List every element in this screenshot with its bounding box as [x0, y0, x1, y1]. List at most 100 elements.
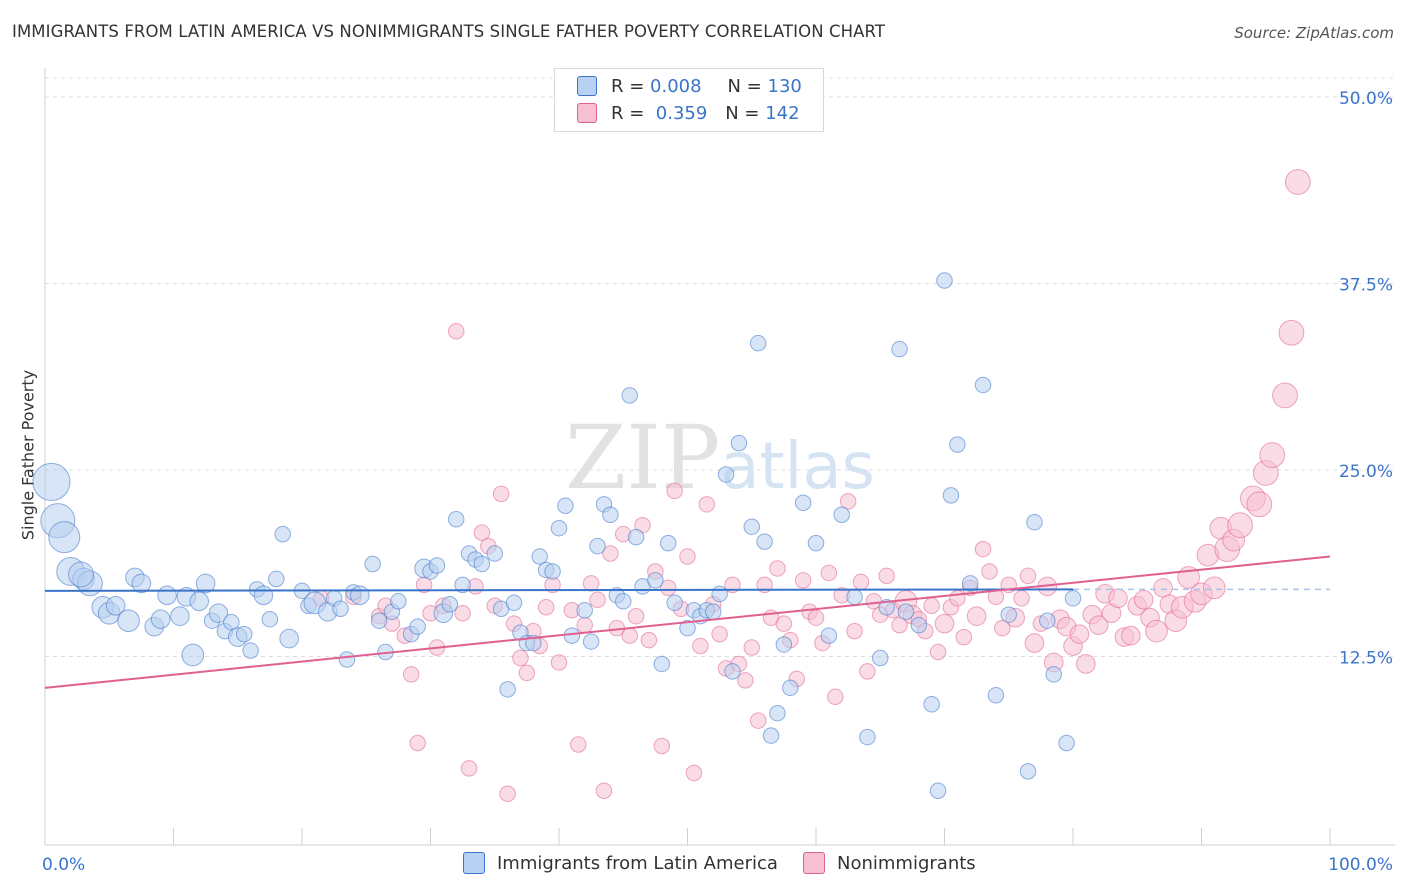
- point-immigrants-71: [557, 497, 574, 515]
- point-immigrants-118: [961, 575, 979, 592]
- point-immigrants-16: [170, 606, 190, 627]
- point-immigrants-63: [505, 594, 523, 612]
- point-nonimmigrants-90: [955, 628, 973, 646]
- legend-r-value-2: 0.359: [655, 102, 708, 124]
- point-immigrants-102: [782, 679, 799, 697]
- point-immigrants-44: [370, 612, 388, 629]
- point-nonimmigrants-31: [576, 616, 593, 634]
- point-nonimmigrants-74: [852, 573, 870, 591]
- watermark: ZIPatlas: [565, 406, 875, 509]
- point-immigrants-112: [897, 603, 915, 620]
- point-nonimmigrants-61: [769, 560, 786, 577]
- point-nonimmigrants-87: [934, 613, 955, 634]
- point-immigrants-113: [910, 616, 928, 634]
- series-legend-nonimmigrants: Nonimmigrants: [803, 852, 976, 874]
- y-axis-label: Single Father Poverty: [18, 369, 38, 541]
- point-immigrants-107: [846, 588, 863, 606]
- point-nonimmigrants-54: [724, 576, 741, 594]
- y-tick-label-3: 50.0%: [1339, 89, 1393, 109]
- point-immigrants-30: [261, 610, 279, 628]
- legend-swatch-pink: [577, 103, 597, 123]
- series-label-immigrants: Immigrants from Latin America: [497, 852, 778, 874]
- point-immigrants-99: [762, 727, 780, 744]
- point-nonimmigrants-62: [775, 615, 793, 632]
- point-nonimmigrants-120: [1145, 619, 1168, 643]
- point-immigrants-67: [531, 548, 548, 565]
- legend-swatch-blue: [577, 76, 597, 96]
- point-immigrants-33: [279, 628, 299, 649]
- point-nonimmigrants-140: [1284, 169, 1311, 195]
- point-immigrants-54: [441, 596, 459, 613]
- point-immigrants-93: [717, 466, 735, 483]
- point-immigrants-126: [1064, 590, 1082, 607]
- point-nonimmigrants-13: [454, 604, 471, 622]
- point-nonimmigrants-72: [839, 493, 857, 510]
- point-immigrants-77: [602, 506, 619, 524]
- point-immigrants-15: [157, 585, 177, 606]
- point-nonimmigrants-6: [402, 666, 420, 683]
- point-immigrants-101: [775, 636, 793, 653]
- point-immigrants-108: [859, 728, 876, 746]
- point-immigrants-31: [268, 570, 285, 588]
- point-immigrants-124: [1039, 612, 1056, 629]
- legend-r-label-1: R =: [611, 75, 645, 97]
- point-immigrants-0: [32, 462, 71, 502]
- legend-n-value-2: 142: [765, 102, 800, 124]
- point-nonimmigrants-86: [929, 643, 947, 661]
- point-nonimmigrants-32: [582, 575, 600, 592]
- point-nonimmigrants-35: [602, 545, 619, 562]
- point-nonimmigrants-135: [1246, 491, 1273, 518]
- point-nonimmigrants-59: [756, 576, 773, 594]
- point-nonimmigrants-109: [1076, 654, 1096, 674]
- point-immigrants-84: [653, 655, 671, 673]
- point-immigrants-56: [454, 576, 471, 594]
- y-tick-label-0: 12.5%: [1339, 649, 1393, 669]
- point-nonimmigrants-48: [685, 764, 703, 782]
- point-nonimmigrants-75: [859, 663, 876, 680]
- point-immigrants-62: [499, 681, 516, 698]
- point-nonimmigrants-129: [1203, 576, 1226, 600]
- point-nonimmigrants-80: [891, 616, 908, 634]
- series-label-nonimmigrants: Nonimmigrants: [837, 852, 976, 874]
- point-immigrants-127: [929, 782, 947, 800]
- legend-n-label-2: N =: [725, 102, 760, 124]
- point-immigrants-72: [563, 627, 581, 644]
- point-immigrants-106: [833, 506, 850, 524]
- point-nonimmigrants-34: [595, 782, 613, 800]
- point-nonimmigrants-99: [1013, 590, 1030, 607]
- point-immigrants-98: [756, 533, 773, 550]
- point-nonimmigrants-138: [1272, 382, 1298, 409]
- point-immigrants-114: [923, 695, 940, 713]
- point-immigrants-59: [473, 555, 491, 573]
- point-immigrants-39: [332, 600, 349, 618]
- point-nonimmigrants-78: [878, 567, 895, 585]
- point-nonimmigrants-111: [1088, 615, 1109, 635]
- point-nonimmigrants-49: [692, 637, 709, 655]
- point-nonimmigrants-30: [570, 736, 587, 753]
- point-nonimmigrants-56: [737, 672, 754, 689]
- point-immigrants-32: [274, 525, 291, 543]
- point-immigrants-128: [1045, 666, 1062, 683]
- point-immigrants-80: [621, 387, 638, 404]
- point-nonimmigrants-69: [820, 564, 838, 582]
- point-immigrants-47: [390, 593, 407, 610]
- point-immigrants-60: [486, 545, 503, 562]
- point-nonimmigrants-70: [827, 688, 844, 706]
- point-immigrants-6: [68, 561, 94, 588]
- series-swatch-blue: [463, 852, 485, 874]
- point-immigrants-119: [974, 376, 992, 394]
- point-immigrants-96: [743, 518, 760, 535]
- point-nonimmigrants-85: [923, 597, 940, 615]
- point-immigrants-79: [615, 593, 632, 610]
- point-immigrants-111: [891, 340, 908, 358]
- point-immigrants-92: [711, 585, 728, 603]
- point-nonimmigrants-93: [974, 540, 992, 558]
- point-nonimmigrants-67: [807, 609, 825, 626]
- point-immigrants-19: [189, 591, 209, 612]
- y-tick-label-1: 25.0%: [1339, 462, 1393, 482]
- point-immigrants-87: [679, 619, 696, 637]
- point-nonimmigrants-47: [679, 548, 696, 565]
- point-immigrants-2: [48, 521, 81, 554]
- point-nonimmigrants-96: [994, 619, 1011, 637]
